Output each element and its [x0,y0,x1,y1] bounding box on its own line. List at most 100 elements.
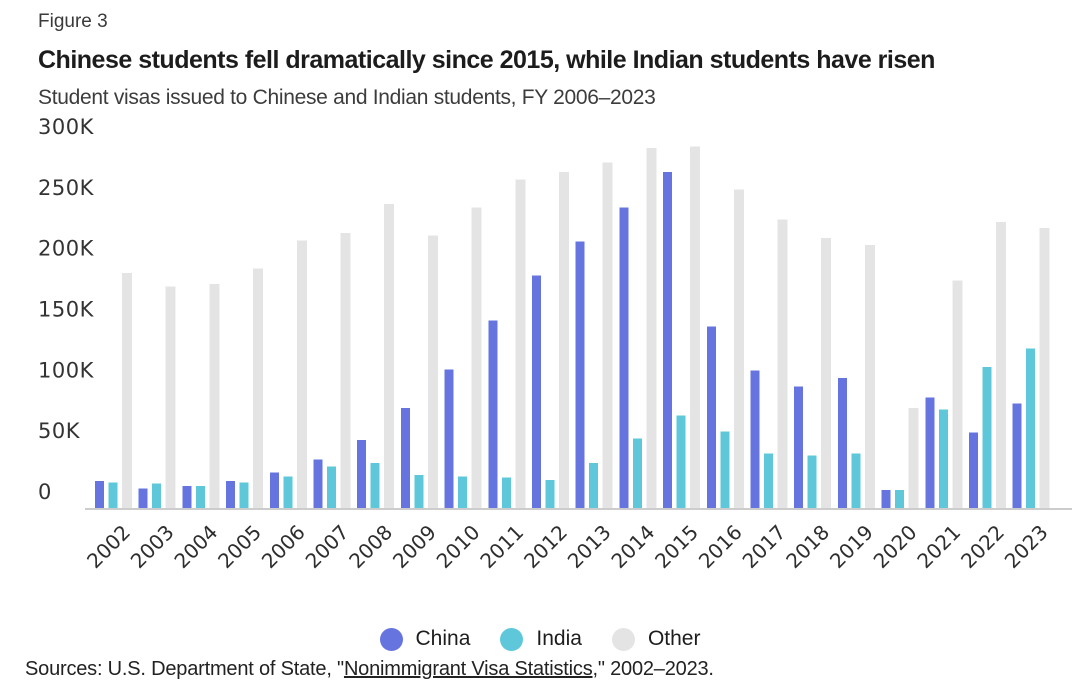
other-swatch-icon [611,627,635,651]
chart-subtitle: Student visas issued to Chinese and Indi… [38,86,656,109]
x-label-2023: 2023 [1000,520,1053,573]
sources-line: Sources: U.S. Department of State, "Noni… [25,658,714,681]
bar-india-2009 [414,475,424,508]
bar-china-2002 [95,481,104,508]
y-tick-200K: 200K [38,237,95,261]
bar-china-2013 [575,241,585,508]
y-tick-300K: 300K [38,115,95,139]
bar-india-2006 [283,476,293,508]
bar-india-2008 [370,463,380,508]
bar-india-2002 [108,482,118,508]
x-label-2018: 2018 [781,520,834,573]
bar-india-2014 [632,438,642,508]
bar-china-2004 [182,486,192,508]
x-label-2015: 2015 [650,520,703,573]
bar-china-2003 [138,488,148,508]
bar-india-2017 [764,453,773,508]
bar-china-2019 [837,377,847,508]
bar-china-2018 [794,386,804,508]
bar-other-2005 [253,268,264,508]
y-tick-50K: 50K [38,419,81,443]
x-label-2005: 2005 [213,520,266,573]
y-tick-150K: 150K [38,298,95,322]
source-link[interactable]: Nonimmigrant Visa Statistics [343,658,593,680]
x-label-2016: 2016 [694,520,747,573]
y-tick-250K: 250K [38,176,95,200]
bar-other-2018 [821,237,832,508]
bar-china-2011 [488,320,498,508]
bar-china-2020 [881,489,891,508]
x-label-2011: 2011 [475,520,528,573]
bar-other-2021 [952,280,963,508]
bar-other-2022 [996,222,1006,508]
bar-other-2012 [559,172,569,508]
bar-china-2016 [706,326,716,508]
bar-other-2002 [122,273,132,508]
bar-other-2009 [427,235,438,508]
y-tick-100K: 100K [38,358,95,382]
bar-india-2019 [851,453,861,508]
bar-other-2003 [165,286,176,508]
legend-item-other: Other [611,627,701,651]
x-label-2019: 2019 [825,520,878,573]
legend-item-india: India [500,627,582,651]
bar-india-2012 [545,480,555,508]
bar-india-2003 [152,483,162,508]
bar-india-2022 [982,366,992,508]
bar-india-2021 [938,409,948,508]
bar-china-2012 [532,275,541,508]
bar-india-2007 [327,466,336,508]
x-label-2021: 2021 [912,520,965,573]
x-label-2010: 2010 [432,520,485,573]
bar-other-2010 [471,207,482,508]
legend-item-china: China [379,627,471,651]
bar-other-2011 [515,179,526,508]
bar-india-2015 [676,415,686,508]
chart-legend: China India Other [0,627,1080,651]
x-label-2003: 2003 [126,520,179,573]
bar-india-2010 [458,476,468,508]
x-label-2009: 2009 [388,520,441,573]
x-label-2006: 2006 [257,520,310,573]
bar-india-2020 [895,489,905,508]
bar-other-2019 [864,245,875,508]
bar-china-2014 [619,207,629,508]
bar-china-2017 [750,370,760,508]
legend-label-other: Other [647,627,701,650]
bar-other-2008 [384,203,395,508]
bar-other-2006 [296,240,307,509]
bar-other-2014 [646,147,657,508]
x-label-2014: 2014 [606,520,659,573]
x-label-2007: 2007 [301,520,354,573]
bar-china-2022 [969,432,978,508]
bar-india-2011 [501,477,511,508]
bar-china-2010 [444,369,454,508]
bar-other-2015 [690,146,701,508]
chart-title: Chinese students fell dramatically since… [38,46,935,74]
x-label-2002: 2002 [82,520,135,573]
bar-china-2007 [313,459,323,508]
bar-china-2008 [357,439,367,508]
india-swatch-icon [500,627,524,651]
x-label-2004: 2004 [169,520,222,573]
x-label-2022: 2022 [956,520,1009,573]
bar-other-2017 [777,219,788,508]
bar-china-2009 [400,408,410,508]
bar-china-2015 [663,172,673,508]
bar-india-2023 [1026,348,1036,508]
bar-other-2013 [602,162,613,508]
china-swatch-icon [379,627,403,651]
bar-india-2016 [720,431,730,508]
bar-india-2004 [195,486,205,508]
figure-label: Figure 3 [38,11,108,32]
x-label-2020: 2020 [869,520,922,573]
bar-india-2013 [589,463,599,508]
sources-suffix: ," 2002–2023. [592,658,714,680]
x-label-2012: 2012 [519,520,572,573]
legend-label-china: China [415,627,471,650]
bar-other-2020 [908,408,919,508]
x-label-2013: 2013 [563,520,616,573]
bar-other-2023 [1039,228,1050,508]
